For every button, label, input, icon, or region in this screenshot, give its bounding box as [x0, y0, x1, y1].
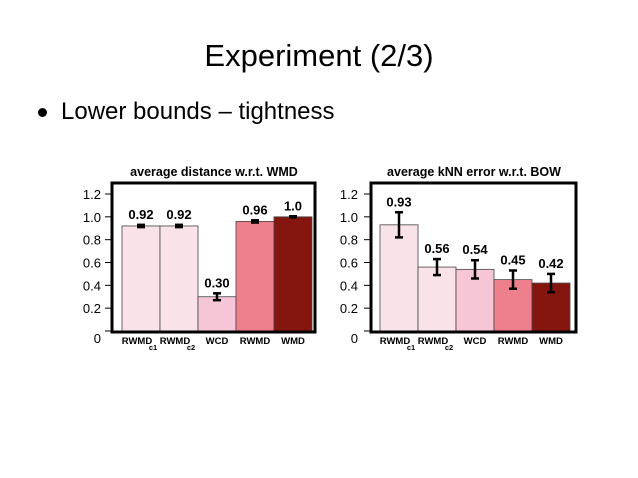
bar	[379, 224, 419, 332]
y-tick-label: 1.0	[340, 210, 358, 225]
y-tick-label: 0	[351, 331, 358, 346]
data-label: 0.54	[462, 242, 488, 257]
bullet-dot	[38, 107, 47, 117]
y-tick-label: 0.4	[340, 278, 358, 293]
x-tick-label: RWMD	[380, 336, 411, 347]
y-tick-label: 0.4	[83, 278, 101, 293]
data-label: 0.92	[128, 207, 153, 222]
x-tick-label: RWMD	[240, 336, 271, 347]
bar	[197, 296, 237, 332]
y-tick-label: 1.2	[83, 187, 101, 202]
chart-frame	[369, 181, 578, 334]
y-tick-label: 1.0	[83, 210, 101, 225]
bar	[235, 220, 275, 332]
slide-title: Experiment (2/3)	[204, 38, 434, 73]
data-label: 0.56	[424, 241, 449, 256]
bar	[417, 266, 457, 332]
x-tick-subscript: c1	[149, 343, 157, 352]
x-tick-label: RWMD	[498, 336, 529, 347]
y-tick-label: 0.6	[83, 256, 101, 271]
y-tick-label: 0	[94, 331, 101, 346]
x-tick-label: RWMD	[418, 336, 449, 347]
chart-title: average distance w.r.t. WMD	[130, 165, 298, 179]
bar	[121, 225, 161, 332]
y-tick-label: 1.2	[340, 187, 358, 202]
data-label: 1.0	[284, 198, 302, 213]
x-tick-label: RWMD	[160, 336, 191, 347]
bar	[273, 216, 313, 332]
bullet-item: Lower bounds – tightness	[38, 98, 335, 126]
data-label: 0.42	[538, 256, 563, 271]
data-label: 0.93	[386, 194, 411, 209]
x-tick-label: WMD	[281, 336, 305, 347]
bullet-text: Lower bounds – tightness	[61, 98, 335, 125]
bar	[159, 225, 199, 332]
x-tick-subscript: c2	[187, 343, 195, 352]
data-label: 0.45	[500, 252, 525, 267]
x-tick-label: WMD	[539, 336, 563, 347]
data-label: 0.96	[242, 202, 267, 217]
chart-title: average kNN error w.r.t. BOW	[387, 165, 561, 179]
data-label: 0.92	[166, 207, 191, 222]
x-tick-subscript: c2	[445, 343, 453, 352]
y-tick-label: 0.2	[340, 301, 358, 316]
x-tick-subscript: c1	[407, 343, 415, 352]
y-tick-label: 0.2	[83, 301, 101, 316]
y-tick-label: 0.8	[83, 233, 101, 248]
y-tick-label: 0.8	[340, 233, 358, 248]
chart-frame	[110, 181, 317, 334]
x-tick-label: RWMD	[122, 336, 153, 347]
y-tick-label: 0.6	[340, 256, 358, 271]
x-tick-label: WCD	[464, 336, 487, 347]
data-label: 0.30	[204, 275, 229, 290]
x-tick-label: WCD	[206, 336, 229, 347]
